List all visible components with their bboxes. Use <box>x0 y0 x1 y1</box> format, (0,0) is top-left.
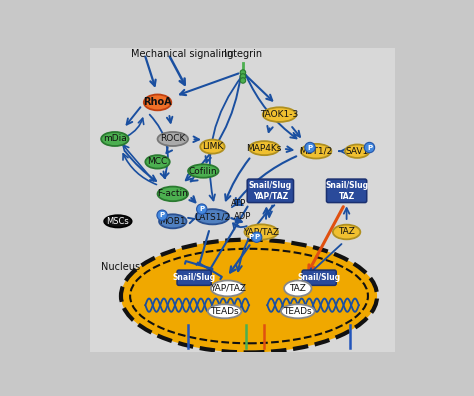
Text: Snail/Slug
TAZ: Snail/Slug TAZ <box>325 181 368 200</box>
Text: Cofilin: Cofilin <box>189 166 218 175</box>
Ellipse shape <box>130 249 368 343</box>
Circle shape <box>197 204 207 214</box>
Ellipse shape <box>345 145 369 158</box>
Text: RhoA: RhoA <box>143 97 172 107</box>
Ellipse shape <box>196 209 229 225</box>
Circle shape <box>252 232 262 242</box>
Ellipse shape <box>121 240 377 352</box>
Text: YAP/TAZ: YAP/TAZ <box>210 284 246 293</box>
Text: MOB1: MOB1 <box>159 217 186 226</box>
Ellipse shape <box>157 132 188 146</box>
Text: Nucleus: Nucleus <box>101 262 140 272</box>
Text: MAP4Ks: MAP4Ks <box>246 144 282 152</box>
Circle shape <box>240 70 246 75</box>
Text: ATP: ATP <box>231 198 246 208</box>
Circle shape <box>157 210 167 221</box>
Circle shape <box>240 78 246 83</box>
Text: TAOK1-3: TAOK1-3 <box>260 110 299 119</box>
Text: Snail/Slug: Snail/Slug <box>173 273 216 282</box>
Ellipse shape <box>245 225 278 240</box>
FancyBboxPatch shape <box>302 270 336 286</box>
Text: Mechanical signaling: Mechanical signaling <box>131 49 233 59</box>
Ellipse shape <box>263 107 296 122</box>
Ellipse shape <box>104 215 132 227</box>
Ellipse shape <box>188 164 219 178</box>
FancyBboxPatch shape <box>177 270 211 286</box>
Text: F-actin: F-actin <box>157 189 188 198</box>
Text: mDia: mDia <box>103 135 127 143</box>
Text: LIMK: LIMK <box>202 142 223 151</box>
Text: SAV1: SAV1 <box>346 147 369 156</box>
Text: Integrin: Integrin <box>224 49 262 59</box>
FancyBboxPatch shape <box>327 179 367 203</box>
Text: ADP: ADP <box>234 212 252 221</box>
Text: MSCs: MSCs <box>107 217 129 226</box>
Text: ROCK: ROCK <box>160 135 185 143</box>
Ellipse shape <box>208 304 241 318</box>
Text: TAZ: TAZ <box>338 227 355 236</box>
Ellipse shape <box>281 304 315 318</box>
Text: P: P <box>199 206 204 212</box>
Ellipse shape <box>249 141 280 155</box>
Ellipse shape <box>200 140 225 154</box>
Circle shape <box>305 142 315 153</box>
Text: P: P <box>367 145 372 150</box>
Circle shape <box>365 142 374 153</box>
Text: MST1/2: MST1/2 <box>300 147 333 156</box>
Text: P: P <box>308 145 312 150</box>
Ellipse shape <box>211 280 245 296</box>
Text: P: P <box>160 212 164 218</box>
Text: TAZ: TAZ <box>289 284 306 293</box>
Ellipse shape <box>333 225 360 239</box>
Ellipse shape <box>146 155 170 169</box>
Ellipse shape <box>144 95 171 110</box>
Ellipse shape <box>101 132 128 146</box>
FancyBboxPatch shape <box>247 179 293 203</box>
Text: TEADs: TEADs <box>283 307 312 316</box>
Circle shape <box>240 74 246 79</box>
Ellipse shape <box>157 187 188 201</box>
Ellipse shape <box>284 280 311 296</box>
Text: Snail/Slug
YAP/TAZ: Snail/Slug YAP/TAZ <box>249 181 292 200</box>
Text: LATS1/2: LATS1/2 <box>194 212 230 221</box>
Text: YAP/TAZ: YAP/TAZ <box>243 227 279 236</box>
Text: P: P <box>254 234 259 240</box>
Ellipse shape <box>159 214 186 228</box>
Text: MCC: MCC <box>147 157 168 166</box>
Text: TEADs: TEADs <box>210 307 239 316</box>
Text: Snail/Slug: Snail/Slug <box>298 273 341 282</box>
FancyBboxPatch shape <box>84 40 401 361</box>
Ellipse shape <box>301 144 331 158</box>
Text: P: P <box>248 234 253 240</box>
